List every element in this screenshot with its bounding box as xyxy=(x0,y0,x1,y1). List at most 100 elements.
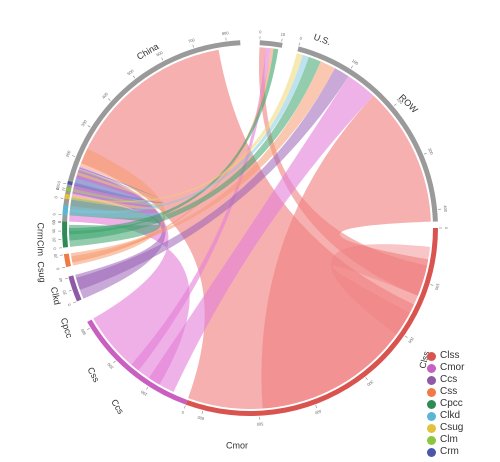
ribbon-clss-to-clss xyxy=(330,244,431,335)
tick-label: 800 xyxy=(222,30,230,36)
tick-mark xyxy=(62,267,66,269)
ribbon-row-to-cmor xyxy=(148,76,374,393)
tick-label: 100 xyxy=(55,182,61,190)
legend-label: Crm xyxy=(440,446,459,457)
sector-label-csug: Csug xyxy=(36,261,48,283)
tick-label: 20 xyxy=(51,237,56,243)
tick-label: 0 xyxy=(259,29,262,34)
sector-ccs xyxy=(68,275,82,302)
tick-mark xyxy=(201,410,203,414)
tick-label: 500 xyxy=(126,68,135,77)
tick-label: 200 xyxy=(106,361,115,370)
tick-mark xyxy=(192,44,194,48)
legend-swatch xyxy=(427,423,436,433)
sector-crm xyxy=(67,180,73,186)
tick-label: 0 xyxy=(52,246,57,250)
sector-label-css: Css xyxy=(85,366,101,385)
ribbons-layer xyxy=(69,47,431,410)
tick-label: 300 xyxy=(365,379,374,388)
legend: Clss Cmor Ccs Css Cpcc Clkd Csug Clm Crm xyxy=(427,350,499,458)
tick-mark xyxy=(184,405,186,409)
legend-label: Cmor xyxy=(440,362,465,373)
sector-label-crm: Crm xyxy=(36,223,46,240)
tick-label: 60 xyxy=(51,219,56,224)
tick-label: 300 xyxy=(80,118,88,127)
legend-swatch xyxy=(427,375,436,385)
tick-mark xyxy=(350,65,353,69)
legend-swatch xyxy=(427,447,436,457)
tick-mark xyxy=(107,98,111,101)
tick-label: 40 xyxy=(51,228,56,233)
sector-css xyxy=(63,253,71,268)
tick-mark xyxy=(298,42,300,46)
tick-label: 100 xyxy=(434,283,441,292)
legend-item: Ccs xyxy=(427,374,499,386)
legend-item: Cmor xyxy=(427,362,499,374)
tick-label: 200 xyxy=(65,149,72,158)
sector-row xyxy=(297,46,438,222)
legend-item: Cpcc xyxy=(427,398,499,410)
tick-label: 10 xyxy=(280,32,286,38)
tick-mark xyxy=(393,103,397,106)
tick-label: 40 xyxy=(57,277,63,283)
tick-mark xyxy=(281,38,283,42)
legend-label: Clkd xyxy=(440,410,461,421)
tick-label: 300 xyxy=(79,327,87,336)
legend-item: Crm xyxy=(427,446,499,458)
legend-item: Csug xyxy=(427,422,499,434)
tick-mark xyxy=(73,301,77,304)
legend-item: Css xyxy=(427,386,499,398)
tick-label: 0 xyxy=(53,195,58,199)
sector-label-clkd: Clkd xyxy=(49,286,63,306)
legend-label: Clm xyxy=(440,434,458,445)
sector-label-cpcc: Cpcc xyxy=(59,317,75,340)
legend-label: Css xyxy=(440,386,458,397)
tick-label: 600 xyxy=(196,415,204,422)
tick-mark xyxy=(113,360,116,364)
sectors-layer xyxy=(61,40,438,416)
legend-swatch xyxy=(427,411,436,421)
ribbon-china-to-crm xyxy=(74,167,164,204)
sector-label-ccs: Ccs xyxy=(109,397,126,416)
tick-mark xyxy=(87,327,90,330)
legend-swatch xyxy=(427,351,436,361)
tick-mark xyxy=(68,289,72,292)
tick-label: 0 xyxy=(51,219,56,222)
tick-label: 0 xyxy=(51,212,56,215)
tick-label: 0 xyxy=(444,227,449,230)
sector-clkd xyxy=(62,205,69,216)
legend-label: Ccs xyxy=(440,374,458,385)
sector-label-us: U.S. xyxy=(312,32,332,47)
tick-label: 0 xyxy=(180,410,185,416)
tick-mark xyxy=(365,377,368,380)
sector-label-clm: Clm xyxy=(35,240,46,256)
tick-mark xyxy=(161,57,164,61)
tick-mark xyxy=(87,125,91,128)
tick-label: 20 xyxy=(61,289,67,296)
ribbon-china-to-clm xyxy=(72,169,163,206)
sector-clm xyxy=(65,187,72,192)
ribbon-row-to-clss xyxy=(261,95,431,409)
tick-mark xyxy=(62,187,66,189)
tick-label: 0 xyxy=(299,36,303,42)
legend-swatch xyxy=(427,387,436,397)
tick-label: 200 xyxy=(396,97,405,106)
tick-mark xyxy=(63,182,67,185)
sector-label-china: China xyxy=(135,41,160,61)
tick-label: 300 xyxy=(427,147,435,156)
tick-label: 600 xyxy=(155,50,164,58)
sector-cpcc xyxy=(61,221,69,248)
tick-mark xyxy=(315,405,317,409)
tick-label: 100 xyxy=(139,389,148,397)
legend-item: Clm xyxy=(427,434,499,446)
ribbon-row-to-cpcc xyxy=(69,56,321,241)
legend-swatch xyxy=(427,363,436,373)
tick-label: 400 xyxy=(443,205,449,213)
tick-mark xyxy=(404,335,408,338)
tick-mark xyxy=(72,155,76,157)
tick-label: 200 xyxy=(407,336,415,345)
tick-label: 500 xyxy=(256,422,264,427)
legend-swatch xyxy=(427,435,436,445)
tick-label: 400 xyxy=(101,91,110,100)
